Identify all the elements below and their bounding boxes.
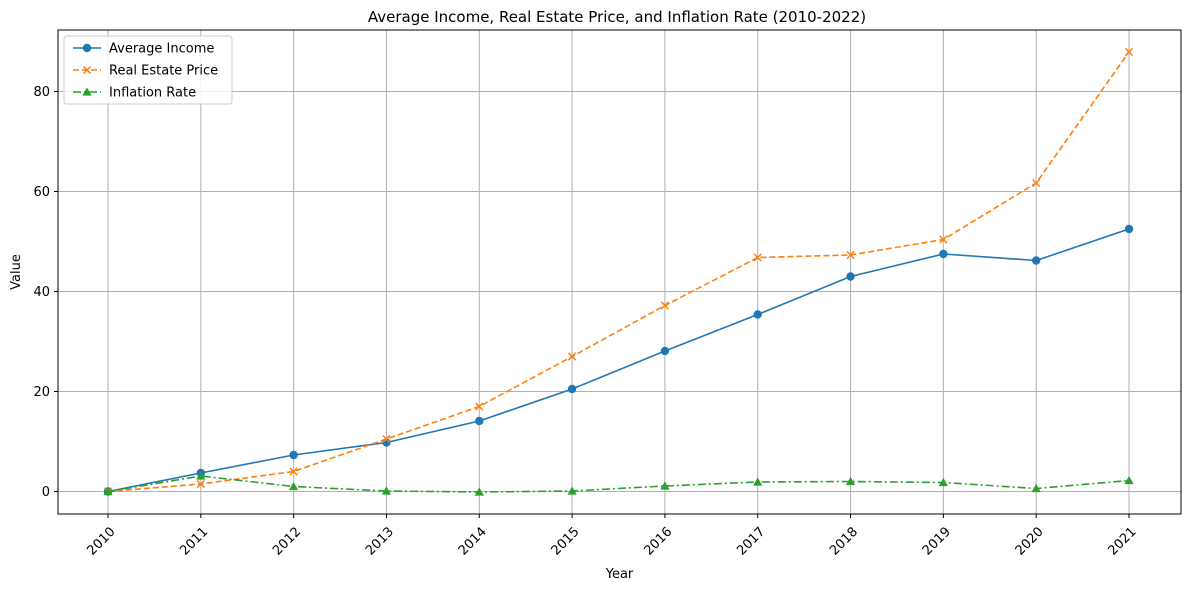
legend-marker (82, 43, 92, 53)
data-point (1124, 475, 1134, 485)
data-point (289, 450, 298, 460)
data-point (289, 481, 299, 491)
data-point (567, 384, 577, 394)
x-axis-title: Year (605, 567, 634, 582)
data-point (1124, 224, 1134, 234)
data-point (382, 434, 391, 444)
legend-label: Average Income (109, 42, 214, 57)
data-point (474, 487, 484, 496)
data-point (939, 249, 948, 259)
legend-item: Inflation Rate (73, 86, 196, 101)
y-tick-label: 20 (33, 385, 50, 400)
data-point (475, 416, 484, 426)
legend-marker (82, 87, 92, 96)
series-line (107, 51, 1130, 493)
legend-box (63, 35, 233, 105)
y-tick-label: 60 (33, 185, 50, 200)
data-point (845, 476, 856, 486)
data-point (846, 250, 855, 260)
y-tick-label: 0 (42, 485, 50, 500)
data-point (938, 477, 948, 487)
series-line (107, 228, 1130, 493)
plot-area-frame (57, 29, 1182, 515)
legend-label: Inflation Rate (109, 86, 196, 101)
data-point (1124, 47, 1134, 57)
data-point (939, 235, 948, 244)
data-point (1031, 483, 1041, 493)
chart-title: Average Income, Real Estate Price, and I… (368, 8, 866, 26)
legend-marker (82, 65, 92, 75)
series-lines (103, 47, 1134, 496)
data-point (196, 479, 205, 489)
data-point (381, 486, 392, 495)
data-point (1032, 178, 1041, 188)
legend-item: Average Income (73, 42, 214, 57)
data-point (660, 346, 670, 356)
data-point (475, 402, 484, 411)
legend-label: Real Estate Price (109, 64, 218, 79)
data-point (103, 486, 113, 496)
data-point (567, 352, 577, 361)
data-point (567, 486, 577, 495)
grid-lines (58, 30, 1181, 514)
data-point (753, 477, 763, 486)
data-point (846, 272, 855, 281)
legend-item: Real Estate Price (73, 64, 218, 79)
data-point (753, 253, 762, 262)
y-tick-label: 40 (33, 285, 50, 300)
series-real-estate-price (103, 47, 1134, 496)
data-point (660, 481, 670, 490)
data-point (660, 301, 670, 310)
legend: Average Income Real Estate Price Inflation… (63, 35, 233, 105)
data-point (196, 471, 206, 480)
data-point (289, 467, 298, 476)
series-inflation-rate (103, 471, 1134, 496)
series-line (107, 475, 1130, 493)
data-point (753, 310, 762, 319)
data-point (1031, 256, 1041, 265)
y-tick-label: 80 (33, 85, 50, 100)
y-axis-title: Value (9, 254, 24, 290)
